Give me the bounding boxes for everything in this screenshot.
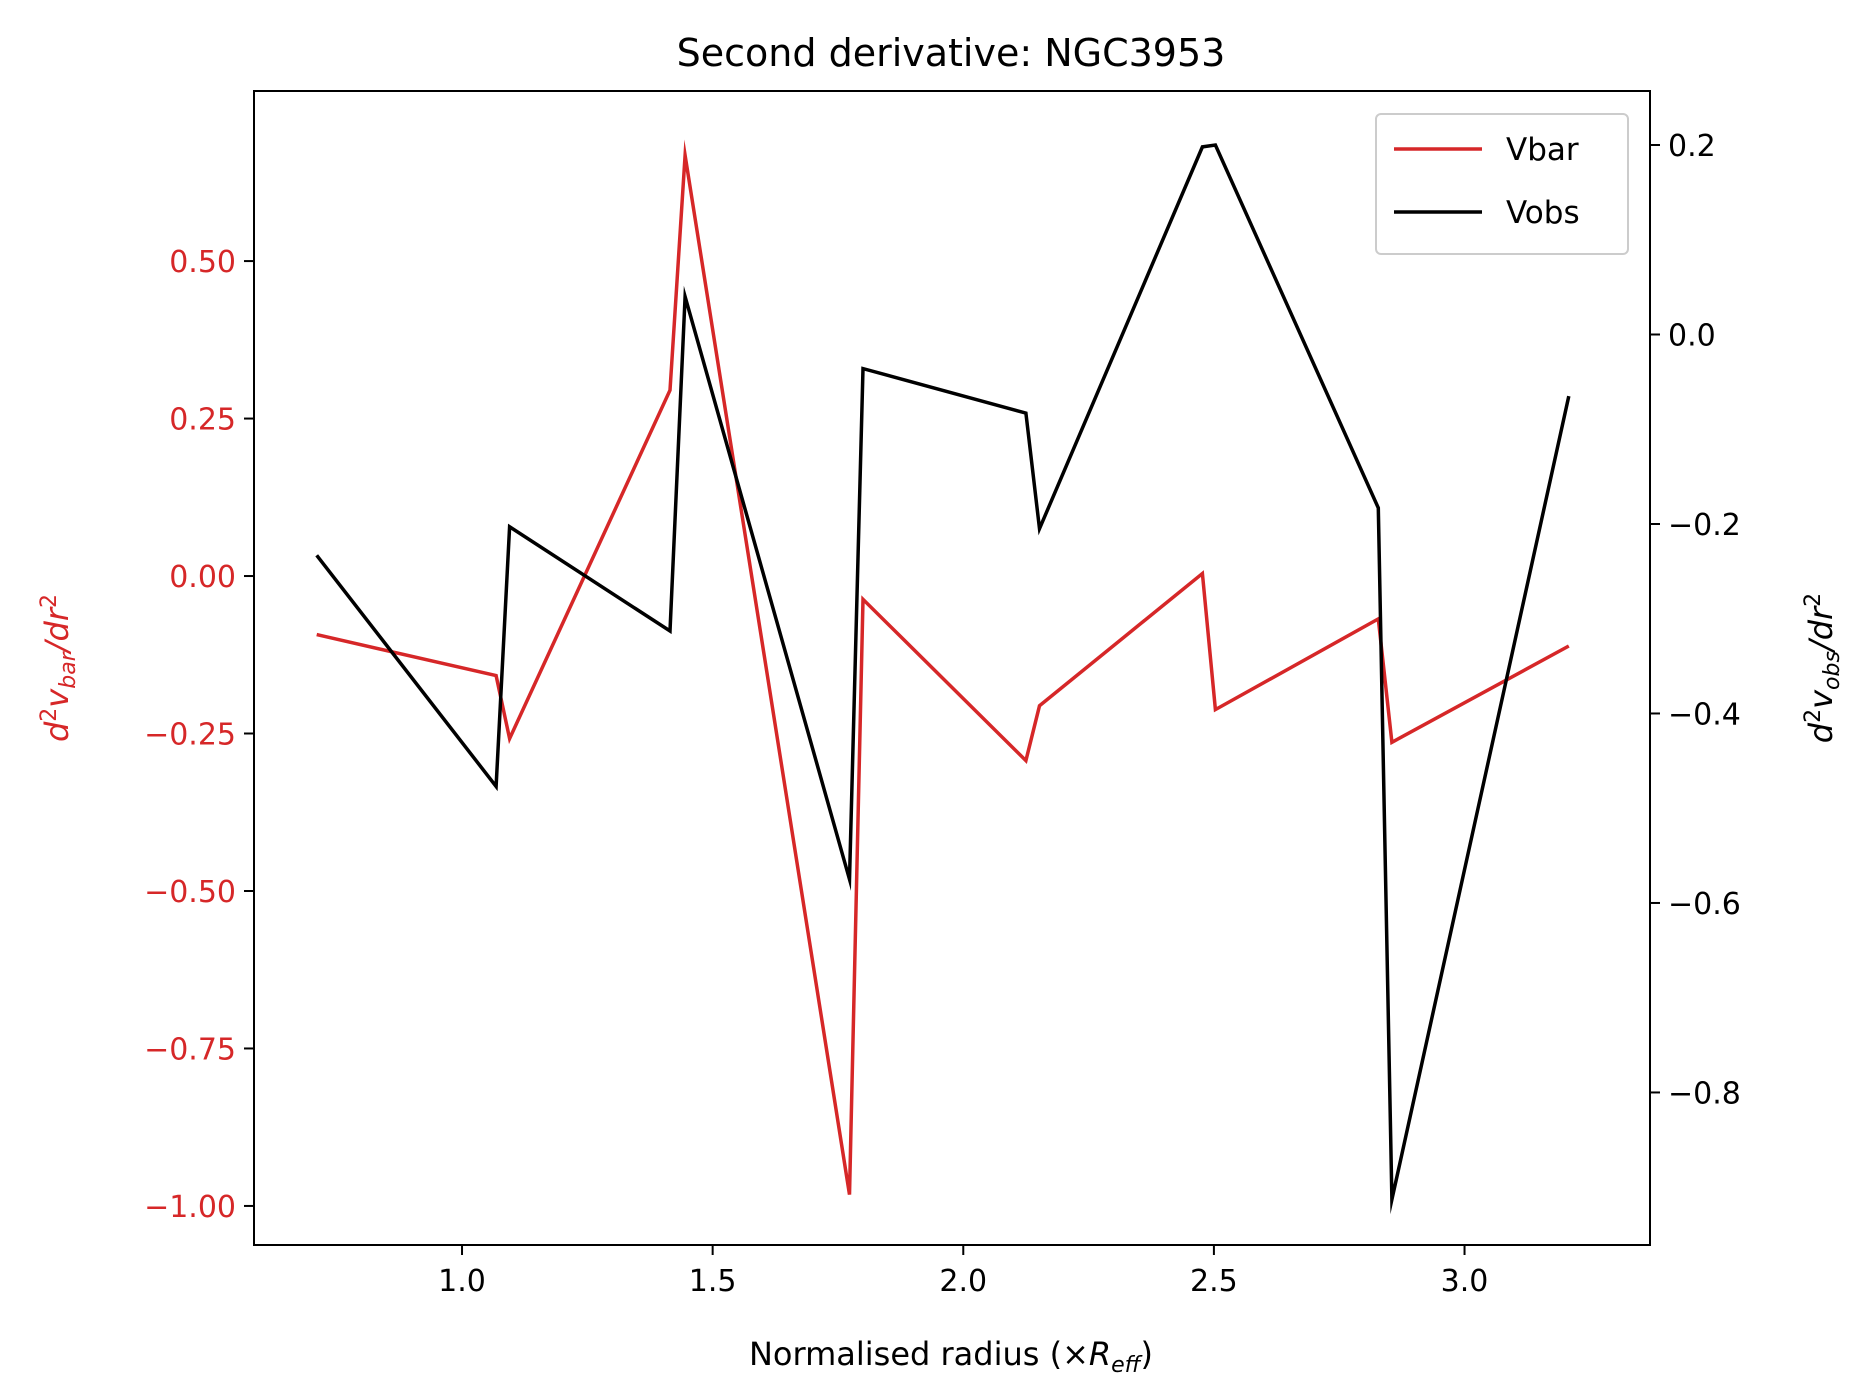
x-axis-title-subscript: eff (1111, 1353, 1143, 1378)
series-line-vbar (316, 139, 1570, 1195)
y-left-tick-label: 0.00 (169, 560, 236, 595)
legend: Vbar Vobs (1375, 113, 1629, 255)
y-right-tick-label: 0.2 (1668, 129, 1716, 164)
y-left-tick-label: −0.75 (144, 1032, 236, 1067)
y-left-tick-label: −0.50 (144, 875, 236, 910)
plot-frame (253, 90, 1651, 1246)
x-axis: 1.0 1.5 2.0 2.5 3.0 (438, 1245, 1488, 1299)
x-axis-title-close: ) (1141, 1335, 1153, 1373)
x-tick-label: 1.0 (438, 1264, 486, 1299)
x-axis-title-symbol: R (1089, 1335, 1111, 1373)
y-axis-right: 0.2 0.0 −0.2 −0.4 −0.6 −0.8 (1650, 129, 1741, 1111)
y-axis-right-title: d2vobs/dr2 (1801, 593, 1845, 743)
y-right-tick-label: −0.2 (1668, 508, 1741, 543)
lines-layer (315, 139, 1571, 1215)
y-right-tick-label: −0.4 (1668, 697, 1741, 732)
y-right-tick-label: −0.8 (1668, 1076, 1741, 1111)
y-axis-left-title: d2vbar/dr2 (37, 594, 81, 742)
series-line-vobs (315, 143, 1571, 1215)
y-right-tick-label: 0.0 (1668, 318, 1716, 353)
y-left-tick-label: −0.25 (144, 718, 236, 753)
y-left-tick-label: −1.00 (144, 1190, 236, 1225)
y-axis-left: 0.50 0.25 0.00 −0.25 −0.50 −0.75 −1.00 (144, 245, 254, 1225)
x-tick-label: 1.5 (689, 1264, 737, 1299)
y-left-tick-label: 0.50 (169, 245, 236, 280)
y-left-tick-label: 0.25 (169, 403, 236, 438)
x-tick-label: 2.5 (1190, 1264, 1238, 1299)
x-tick-label: 2.0 (939, 1264, 987, 1299)
chart-title: Second derivative: NGC3953 (677, 31, 1226, 75)
legend-vobs-label: Vobs (1506, 195, 1580, 231)
x-axis-title: Normalised radius (×Reff) (749, 1335, 1153, 1378)
x-tick-label: 3.0 (1441, 1264, 1489, 1299)
legend-box (1375, 113, 1629, 255)
legend-vbar-label: Vbar (1506, 132, 1579, 168)
y-right-tick-label: −0.6 (1668, 887, 1741, 922)
x-axis-title-text: Normalised radius (× (749, 1335, 1089, 1373)
